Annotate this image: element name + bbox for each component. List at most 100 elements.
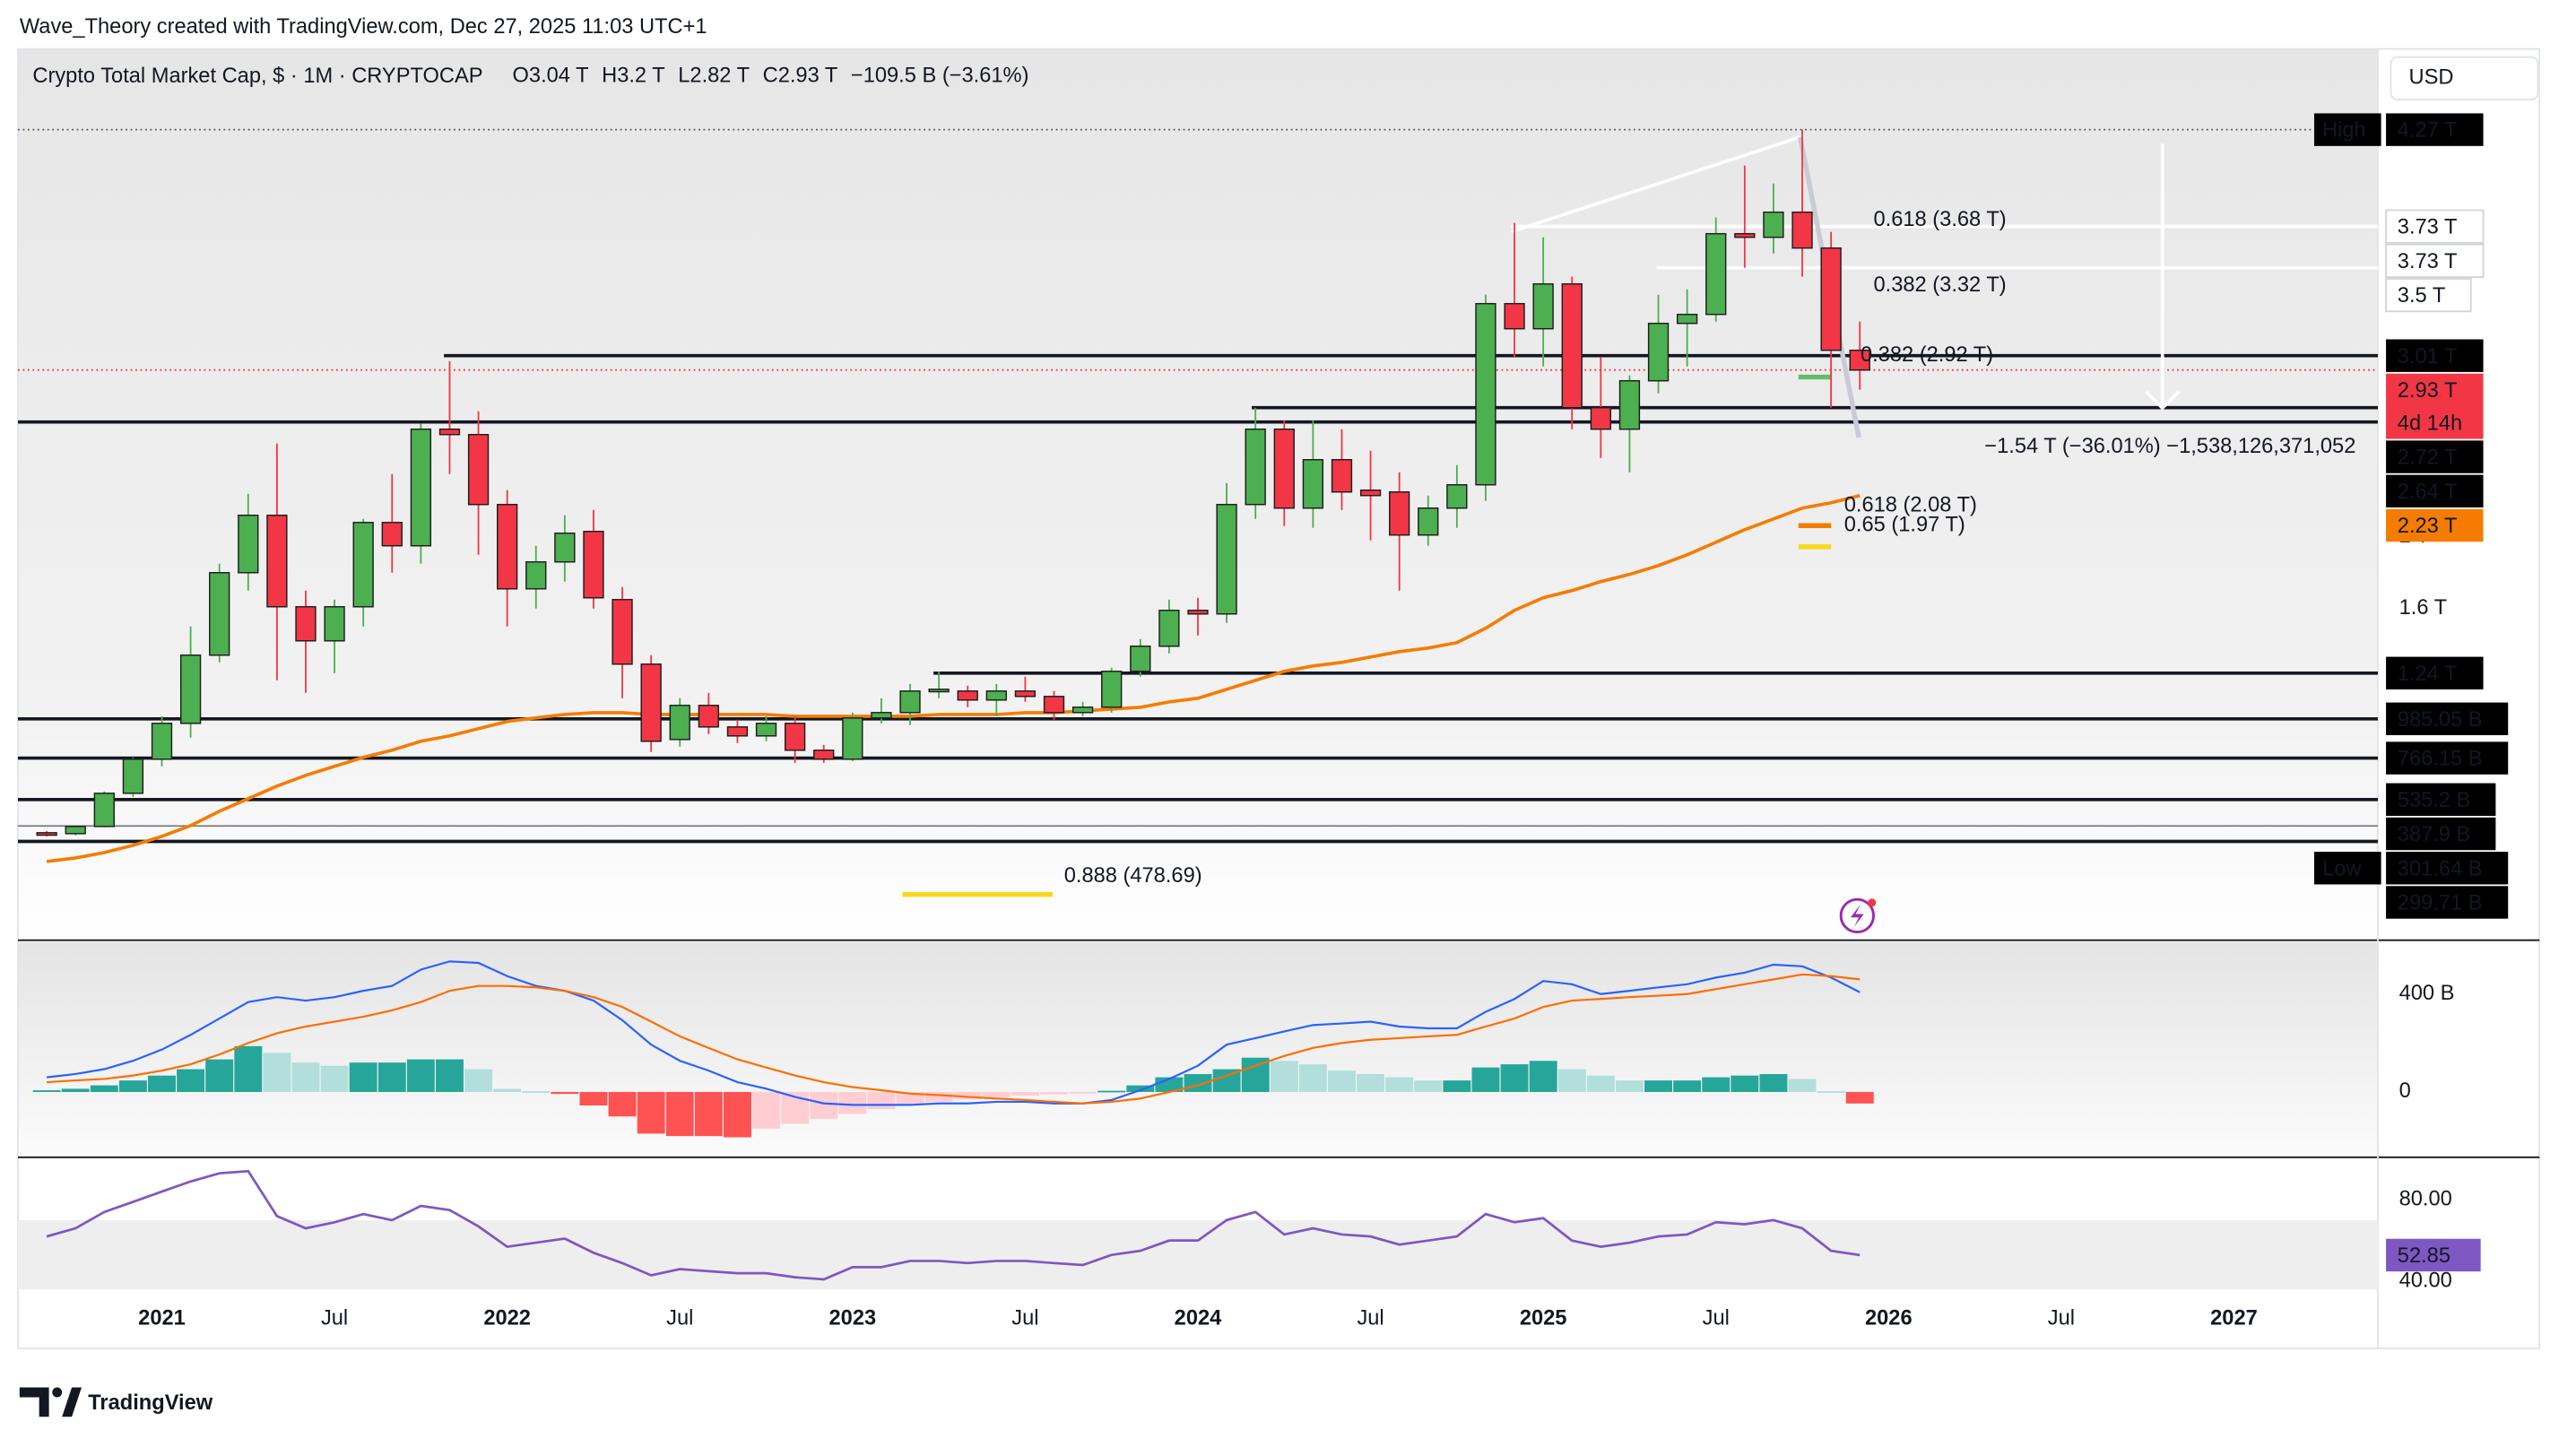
price-label-box (2386, 702, 2509, 735)
macd-histogram-bar (90, 1085, 118, 1092)
candle-body (1389, 491, 1410, 536)
price-label: 2.64 T (2398, 481, 2458, 504)
rsi-tick-label: 80.00 (2399, 1187, 2452, 1210)
trend-line (1510, 135, 1801, 234)
macd-histogram-bar (436, 1059, 464, 1092)
currency[interactable]: USD (2409, 66, 2454, 90)
candle-body (1187, 610, 1209, 615)
macd-histogram-bar (551, 1091, 579, 1095)
candle-body (1302, 459, 1324, 509)
macd-histogram-bar (838, 1091, 867, 1114)
candle-body (1273, 428, 1295, 509)
macd-histogram-bar (1702, 1077, 1731, 1092)
macd-histogram-bar (349, 1062, 377, 1092)
macd-histogram-bar (1184, 1074, 1212, 1092)
candle-body (669, 705, 690, 741)
candle-body (1158, 610, 1180, 647)
price-label-box (2386, 373, 2484, 439)
annotation: 0.618 (2.08 T) (1844, 494, 1977, 517)
candle-body (238, 515, 259, 574)
macd-histogram-bar (61, 1088, 90, 1092)
macd-histogram-bar (982, 1091, 1011, 1097)
x-tick-label: Jul (666, 1306, 693, 1330)
macd-histogram-bar (1644, 1080, 1673, 1092)
macd-histogram-bar (493, 1088, 522, 1092)
price-label: 387.9 B (2398, 823, 2471, 846)
ohlc-key: H (602, 65, 617, 88)
candle-body (1216, 504, 1237, 615)
alert-icon (1839, 897, 1877, 934)
candle-body (352, 522, 374, 608)
x-tick-label: 2022 (483, 1306, 531, 1330)
candle-body (179, 654, 202, 724)
price-label-box (2386, 741, 2509, 775)
x-tick-label: Jul (2048, 1306, 2075, 1330)
change: −109.5 B (−3.61%) (851, 65, 1029, 88)
tag: High (2322, 119, 2366, 143)
ohlc-key: O (513, 65, 529, 88)
price-label-box (2385, 243, 2485, 279)
macd-histogram-bar (205, 1059, 234, 1092)
moving-average (46, 493, 1861, 863)
candle-body (151, 723, 173, 760)
price-label: 2.23 T (2398, 515, 2458, 538)
price-label-box (2386, 852, 2509, 885)
macd-histogram-bar (1586, 1075, 1615, 1092)
macd-histogram-bar (522, 1091, 551, 1093)
rsi-line (46, 1169, 1861, 1281)
x-tick-label: 2024 (1175, 1306, 1222, 1330)
candle-body (1418, 507, 1439, 536)
candle-body (784, 723, 806, 751)
macd-histogram-bar (1615, 1080, 1644, 1092)
annotation: 0.65 (1.97 T) (1844, 513, 1965, 536)
rsi-band (18, 1219, 2378, 1290)
price-label-box (2386, 440, 2484, 473)
macd-histogram-bar (579, 1091, 608, 1105)
price-pane (18, 48, 2378, 939)
macd-histogram-bar (1357, 1074, 1385, 1092)
candle-body (583, 531, 604, 599)
x-tick-label: 2023 (829, 1306, 877, 1330)
candle-body (1130, 646, 1151, 672)
frame (17, 48, 2541, 1349)
macd-tick-label: 400 B (2399, 982, 2455, 1005)
x-tick-label: 2026 (1865, 1306, 1913, 1330)
price-label: 3.73 T (2398, 216, 2458, 239)
macd-histogram-bar (810, 1091, 838, 1120)
macd-histogram-bar (608, 1091, 637, 1117)
candle-body (525, 561, 547, 590)
macd-histogram-bar (694, 1091, 723, 1137)
tag-box (2313, 852, 2381, 885)
x-tick-label: Jul (1011, 1306, 1038, 1330)
ohlc: O3.04 T H3.2 T L2.82 T C2.93 T −109.5 B (−3.… (513, 65, 1029, 88)
candle-body (36, 832, 57, 836)
macd-histogram-bar (1328, 1070, 1356, 1092)
macd-histogram-bar (637, 1091, 665, 1134)
macd-histogram-bar (1471, 1067, 1500, 1092)
candle-body (1820, 247, 1842, 351)
candle-body (842, 717, 863, 760)
macd-histogram-bar (377, 1062, 406, 1092)
price-label: 1.24 T (2398, 663, 2458, 686)
x-tick-label: 2027 (2210, 1306, 2258, 1330)
currency-button[interactable] (2390, 56, 2539, 100)
macd-histogram-bar (1126, 1085, 1155, 1092)
macd-histogram-bar (752, 1091, 781, 1129)
price-label: 3.01 T (2398, 345, 2458, 368)
macd-histogram-bar (924, 1091, 953, 1102)
price-label-box (2385, 209, 2485, 244)
candle-body (554, 533, 576, 563)
macd-histogram-bar (1529, 1061, 1557, 1092)
macd-histogram-bar (723, 1091, 751, 1138)
ohlc-value: 3.2 T (617, 65, 664, 88)
price-label: 299.71 B (2398, 892, 2483, 915)
macd-histogram-bar (464, 1069, 493, 1092)
logo (19, 1387, 82, 1417)
price-label-box (2386, 474, 2484, 508)
macd-histogram-bar (867, 1091, 896, 1110)
brand: TradingView (88, 1391, 213, 1415)
candle-body (1532, 282, 1554, 330)
candle-body (438, 428, 461, 436)
candle-body (467, 433, 490, 506)
price-label: 766.15 B (2398, 748, 2483, 771)
